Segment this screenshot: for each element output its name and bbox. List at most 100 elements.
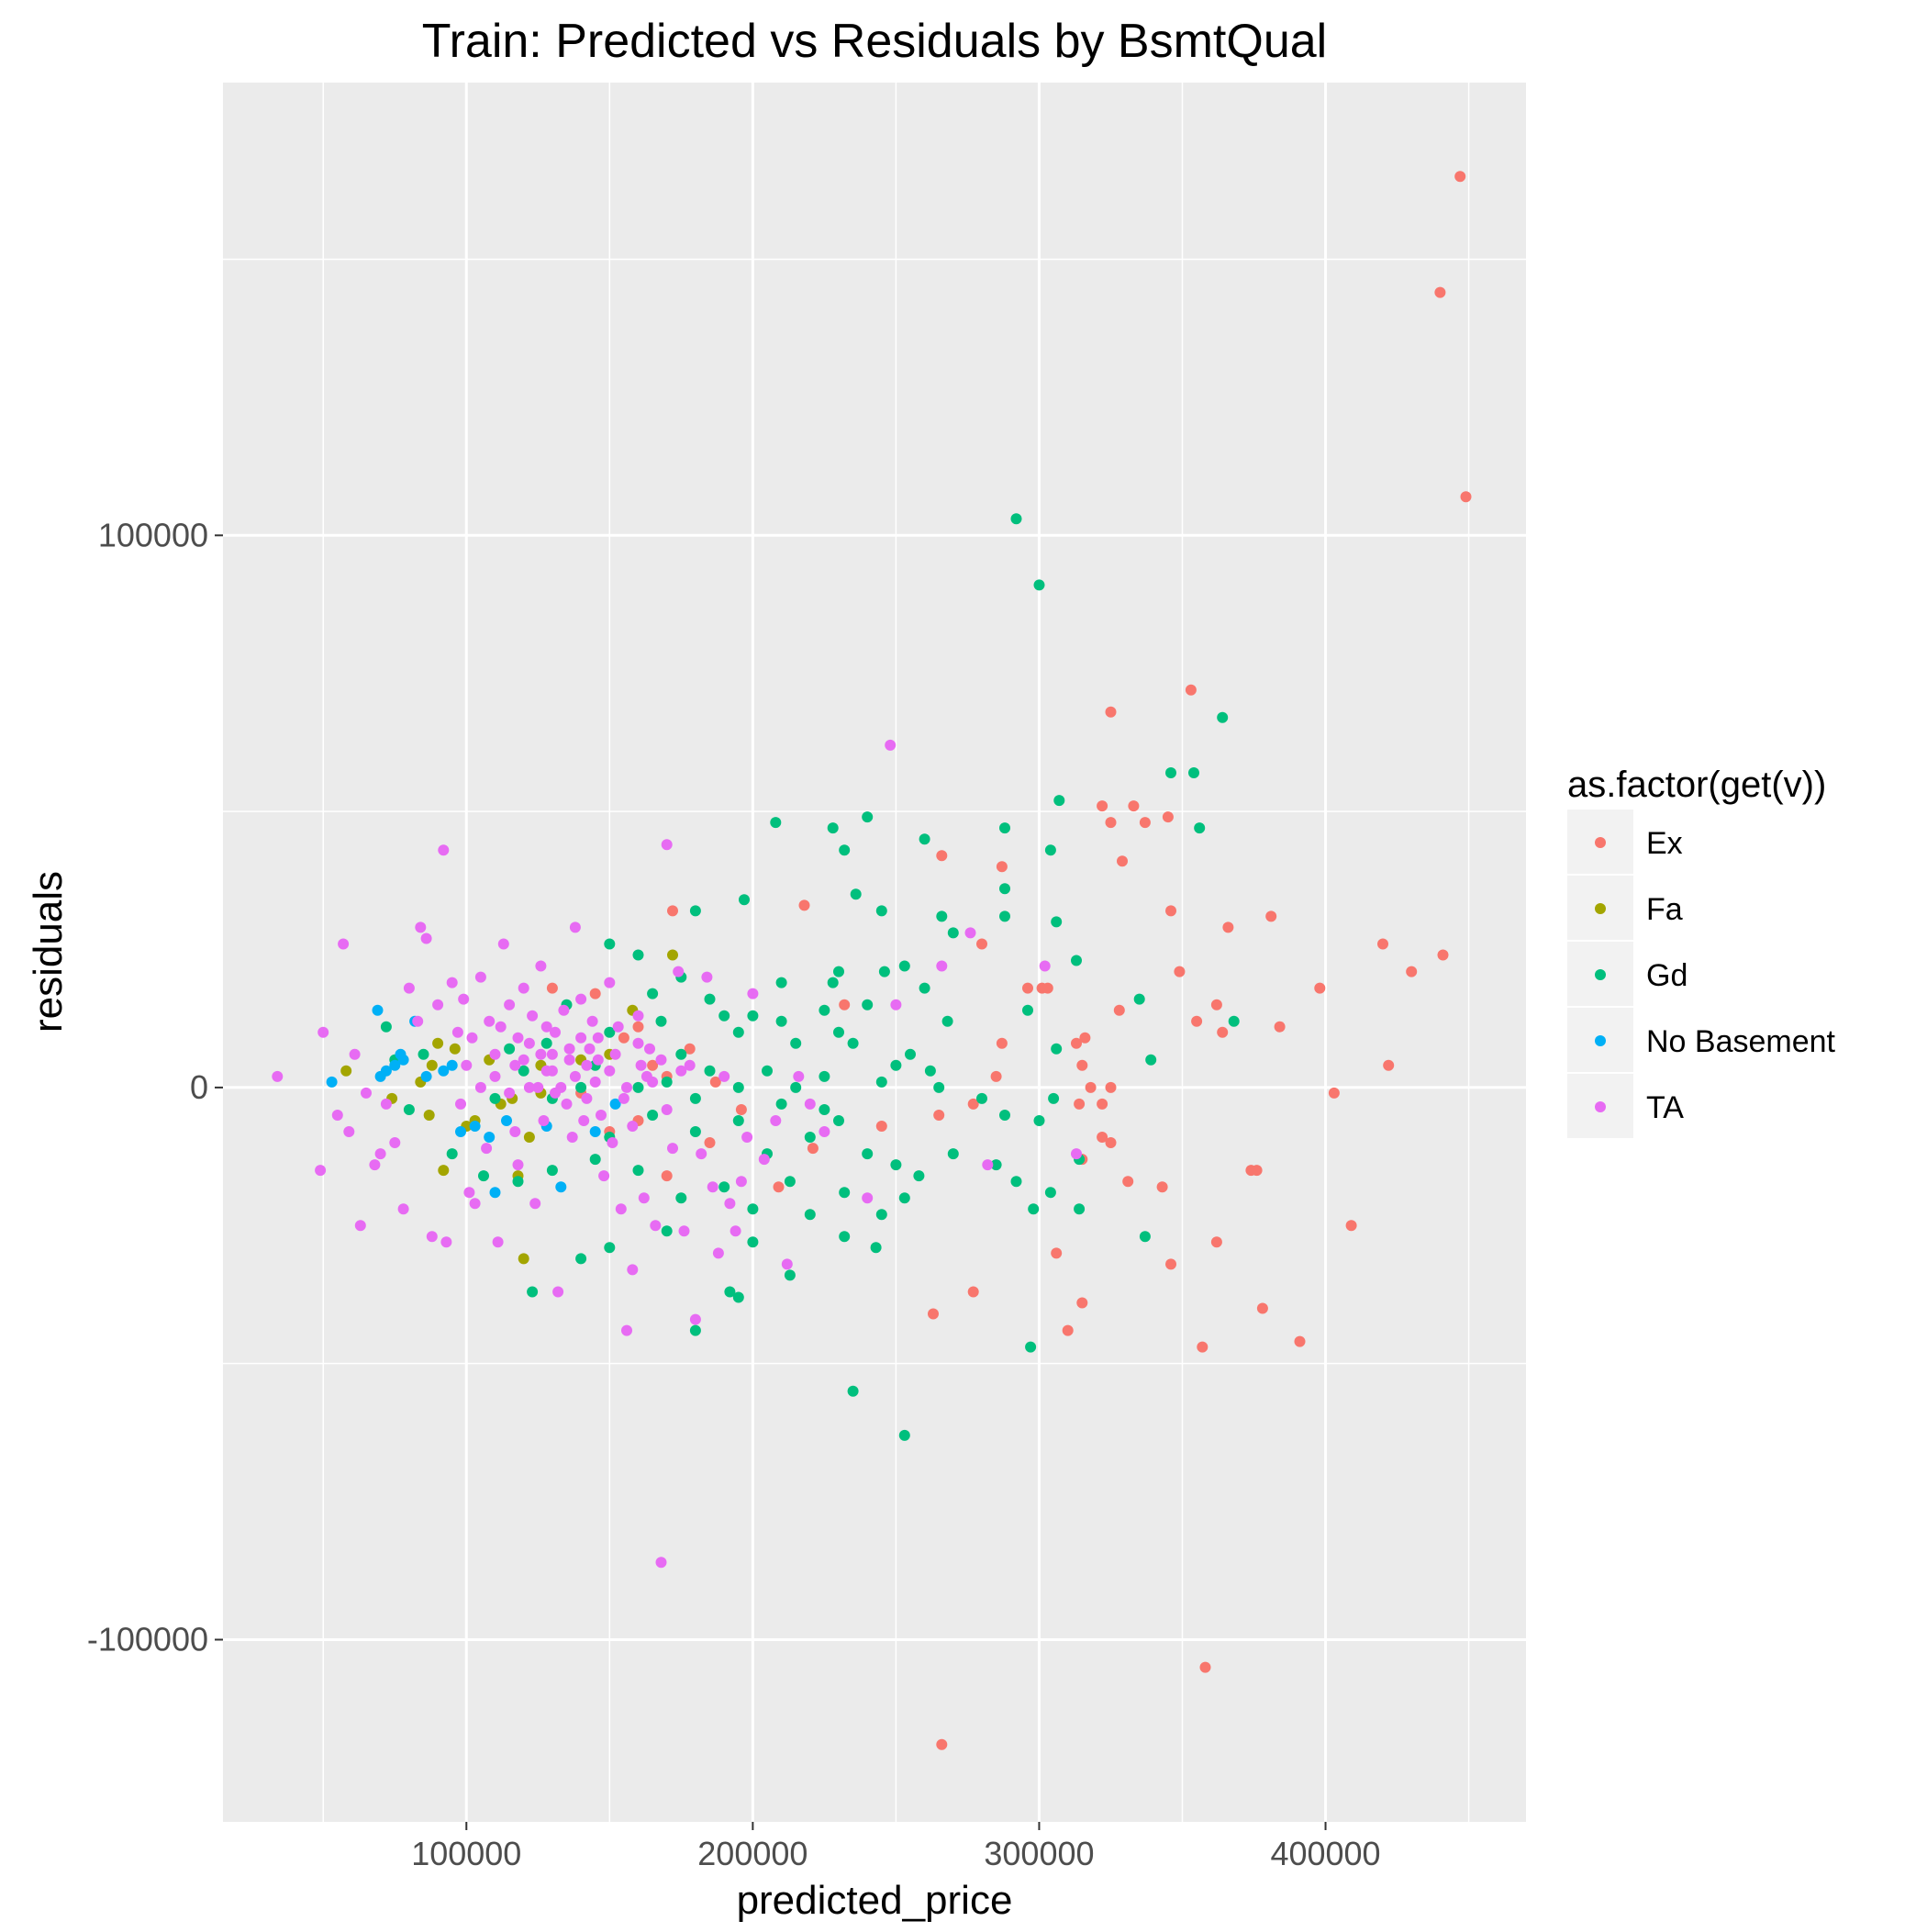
data-point-gd (770, 817, 782, 829)
data-point-ex (990, 1070, 1002, 1082)
data-point-ta (315, 1165, 327, 1177)
legend-label: Gd (1646, 958, 1688, 993)
data-point-ex (1383, 1059, 1395, 1071)
data-point-ta (540, 1065, 552, 1077)
data-point-no-basement (455, 1126, 466, 1137)
data-point-ta (598, 1170, 610, 1182)
data-point-gd (689, 1126, 701, 1137)
data-point-gd (862, 999, 874, 1011)
data-point-ta (489, 1048, 501, 1060)
data-point-ex (798, 899, 810, 911)
data-point-ex (1105, 1081, 1117, 1093)
data-point-ta (451, 1026, 463, 1038)
data-point-ta (712, 1247, 724, 1259)
data-point-no-basement (555, 1181, 567, 1193)
data-point-ex (647, 1059, 659, 1071)
data-point-ta (661, 1104, 673, 1115)
data-point-ta (885, 739, 897, 751)
data-point-fa (667, 949, 678, 961)
data-point-ta (461, 1059, 473, 1071)
data-point-ta (369, 1159, 381, 1171)
data-point-gd (862, 811, 874, 823)
data-point-ex (632, 1021, 644, 1033)
data-point-ta (730, 1225, 741, 1237)
data-point-ta (563, 1043, 575, 1055)
data-point-gd (704, 993, 716, 1005)
data-point-ta (512, 1159, 524, 1171)
data-point-ta (632, 1037, 644, 1049)
data-point-ex (1074, 1098, 1086, 1110)
data-point-ta (518, 982, 529, 994)
data-point-gd (847, 1385, 859, 1397)
data-point-ex (1076, 1059, 1088, 1071)
data-point-ta (380, 1098, 392, 1110)
data-point-gd (527, 1286, 539, 1298)
data-point-ta (707, 1181, 718, 1193)
data-point-ex (1105, 706, 1117, 718)
data-point-ex (1256, 1302, 1268, 1314)
data-point-ta (964, 927, 976, 939)
grid-lines (223, 83, 1526, 1822)
data-point-gd (604, 1242, 616, 1254)
data-point-ta (650, 1220, 662, 1232)
data-point-gd (661, 1076, 673, 1088)
data-point-gd (976, 1092, 987, 1104)
data-point-ex (996, 1037, 1008, 1049)
x-tick-label: 100000 (411, 1835, 521, 1872)
data-point-ta (569, 1070, 581, 1082)
data-point-ex (1041, 982, 1053, 994)
data-point-gd (790, 1081, 802, 1093)
data-point-gd (689, 905, 701, 917)
data-point-ta (589, 1076, 601, 1088)
data-point-gd (819, 1104, 830, 1115)
data-point-gd (1044, 1187, 1056, 1199)
data-point-gd (632, 1081, 644, 1093)
data-point-ex (704, 1137, 716, 1148)
data-point-ta (1039, 960, 1051, 972)
data-point-ex (1314, 982, 1326, 994)
data-point-ta (518, 1054, 529, 1066)
data-point-ta (458, 993, 470, 1005)
data-point-ta (466, 1032, 478, 1044)
data-point-gd (875, 1076, 887, 1088)
data-point-gd (804, 1209, 816, 1221)
data-point-ta (735, 1176, 747, 1188)
data-point-ex (1197, 1341, 1209, 1353)
x-tick-label: 300000 (984, 1835, 1094, 1872)
data-point-fa (438, 1165, 450, 1177)
data-point-gd (1074, 1203, 1086, 1215)
data-point-gd (827, 977, 839, 988)
data-point-ta (523, 1037, 535, 1049)
data-point-gd (732, 1291, 744, 1303)
data-point-ta (512, 1032, 524, 1044)
data-point-ex (1162, 811, 1174, 823)
data-point-ta (550, 1026, 561, 1038)
data-point-ex (967, 1286, 979, 1298)
data-point-ta (684, 1059, 696, 1071)
data-point-ta (550, 1087, 561, 1099)
data-point-ta (936, 960, 948, 972)
data-point-gd (540, 1037, 552, 1049)
x-axis-title: predicted_price (737, 1878, 1013, 1923)
data-point-ex (1113, 1004, 1125, 1016)
data-point-ta (890, 999, 902, 1011)
data-point-ex (933, 1110, 945, 1121)
data-point-ex (589, 988, 601, 1000)
data-point-ta (495, 1021, 507, 1033)
data-point-gd (913, 1170, 925, 1182)
data-point-gd (775, 1015, 787, 1027)
data-point-ex (1122, 1176, 1134, 1188)
data-point-gd (784, 1176, 796, 1188)
legend-key-ex (1595, 837, 1606, 848)
data-point-gd (1022, 1004, 1033, 1016)
data-point-ta (569, 921, 581, 933)
data-point-ta (578, 1115, 590, 1126)
plot-panel (223, 83, 1526, 1822)
data-point-no-basement (420, 1070, 432, 1082)
data-point-ta (455, 1098, 466, 1110)
data-point-ex (928, 1308, 939, 1320)
data-point-ta (718, 1070, 730, 1082)
data-point-ta (615, 1203, 627, 1215)
data-point-ex (1460, 491, 1472, 503)
data-point-fa (449, 1043, 461, 1055)
